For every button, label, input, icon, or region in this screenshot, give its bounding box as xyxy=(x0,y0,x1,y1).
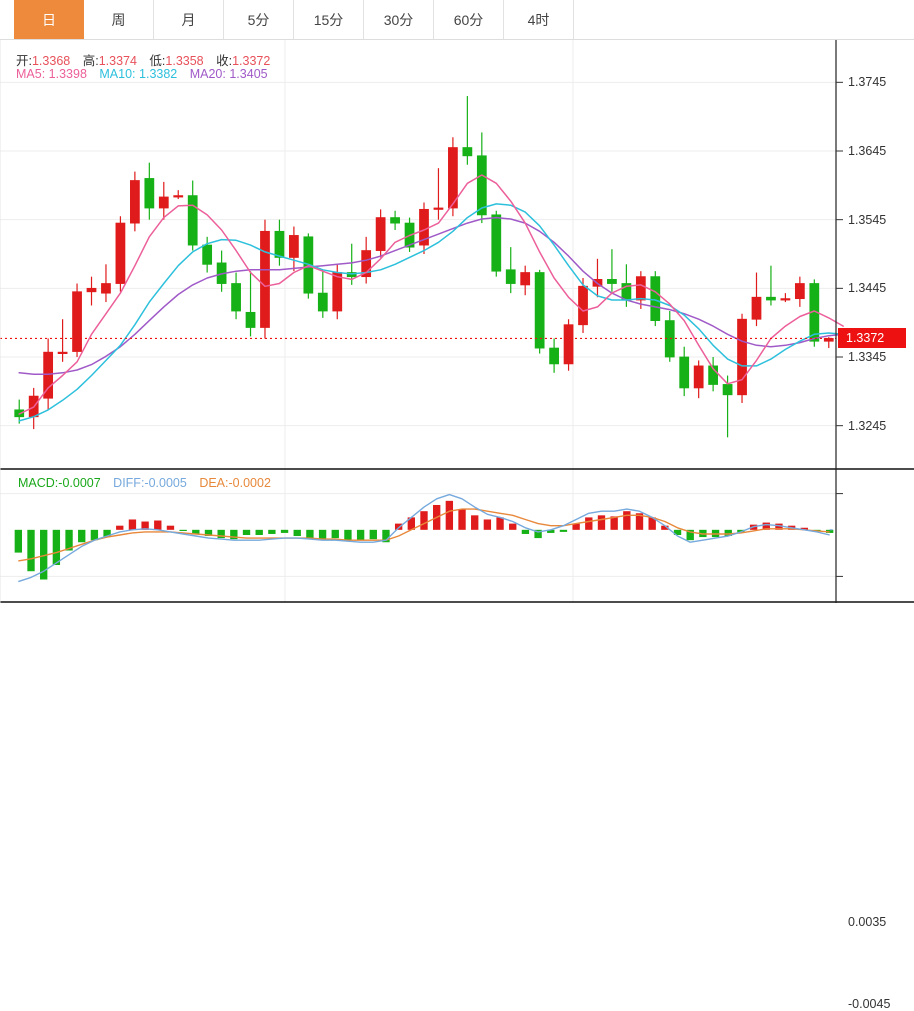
macd-axis-tick: -0.0045 xyxy=(848,997,891,1011)
current-price-badge: 1.3372 xyxy=(838,328,906,349)
tab-label: 日 xyxy=(42,11,56,28)
tab-day[interactable]: 日 xyxy=(14,0,84,39)
tab-30min[interactable]: 30分 xyxy=(364,0,434,39)
chart-area: 开:1.3368 高:1.3374 低:1.3358 收:1.3372 MA5:… xyxy=(0,40,914,1011)
tab-5min[interactable]: 5分 xyxy=(224,0,294,39)
tab-label: 15分 xyxy=(313,11,344,28)
tab-label: 5分 xyxy=(247,11,270,28)
price-panel[interactable]: 开:1.3368 高:1.3374 低:1.3358 收:1.3372 MA5:… xyxy=(0,40,914,468)
tab-label: 4时 xyxy=(527,11,550,28)
tab-60min[interactable]: 60分 xyxy=(434,0,504,39)
price-axis-tick: 1.3345 xyxy=(848,350,887,364)
timeframe-tabbar: 日 周 月 5分 15分 30分 60分 4时 xyxy=(0,0,914,40)
tab-week[interactable]: 周 xyxy=(84,0,154,39)
macd-chart-svg[interactable] xyxy=(0,468,914,603)
tab-label: 30分 xyxy=(383,11,414,28)
price-axis-tick: 1.3245 xyxy=(848,418,887,433)
tab-label: 月 xyxy=(181,11,196,28)
price-chart-svg[interactable] xyxy=(0,40,914,468)
tabbar-filler xyxy=(574,0,914,39)
price-axis-tick: 1.3445 xyxy=(848,281,887,296)
macd-panel[interactable]: MACD:-0.0007 DIFF:-0.0005 DEA:-0.0002 0.… xyxy=(0,468,914,1011)
tab-15min[interactable]: 15分 xyxy=(294,0,364,39)
price-axis-tick: 1.3745 xyxy=(848,75,887,90)
price-axis-tick: 1.3545 xyxy=(848,212,887,227)
macd-axis-tick: 0.0035 xyxy=(848,914,887,929)
tab-label: 60分 xyxy=(453,11,484,28)
tab-4hour[interactable]: 4时 xyxy=(504,0,574,39)
tab-month[interactable]: 月 xyxy=(154,0,224,39)
tab-label: 周 xyxy=(111,11,126,28)
price-axis-tick: 1.3645 xyxy=(848,144,887,158)
